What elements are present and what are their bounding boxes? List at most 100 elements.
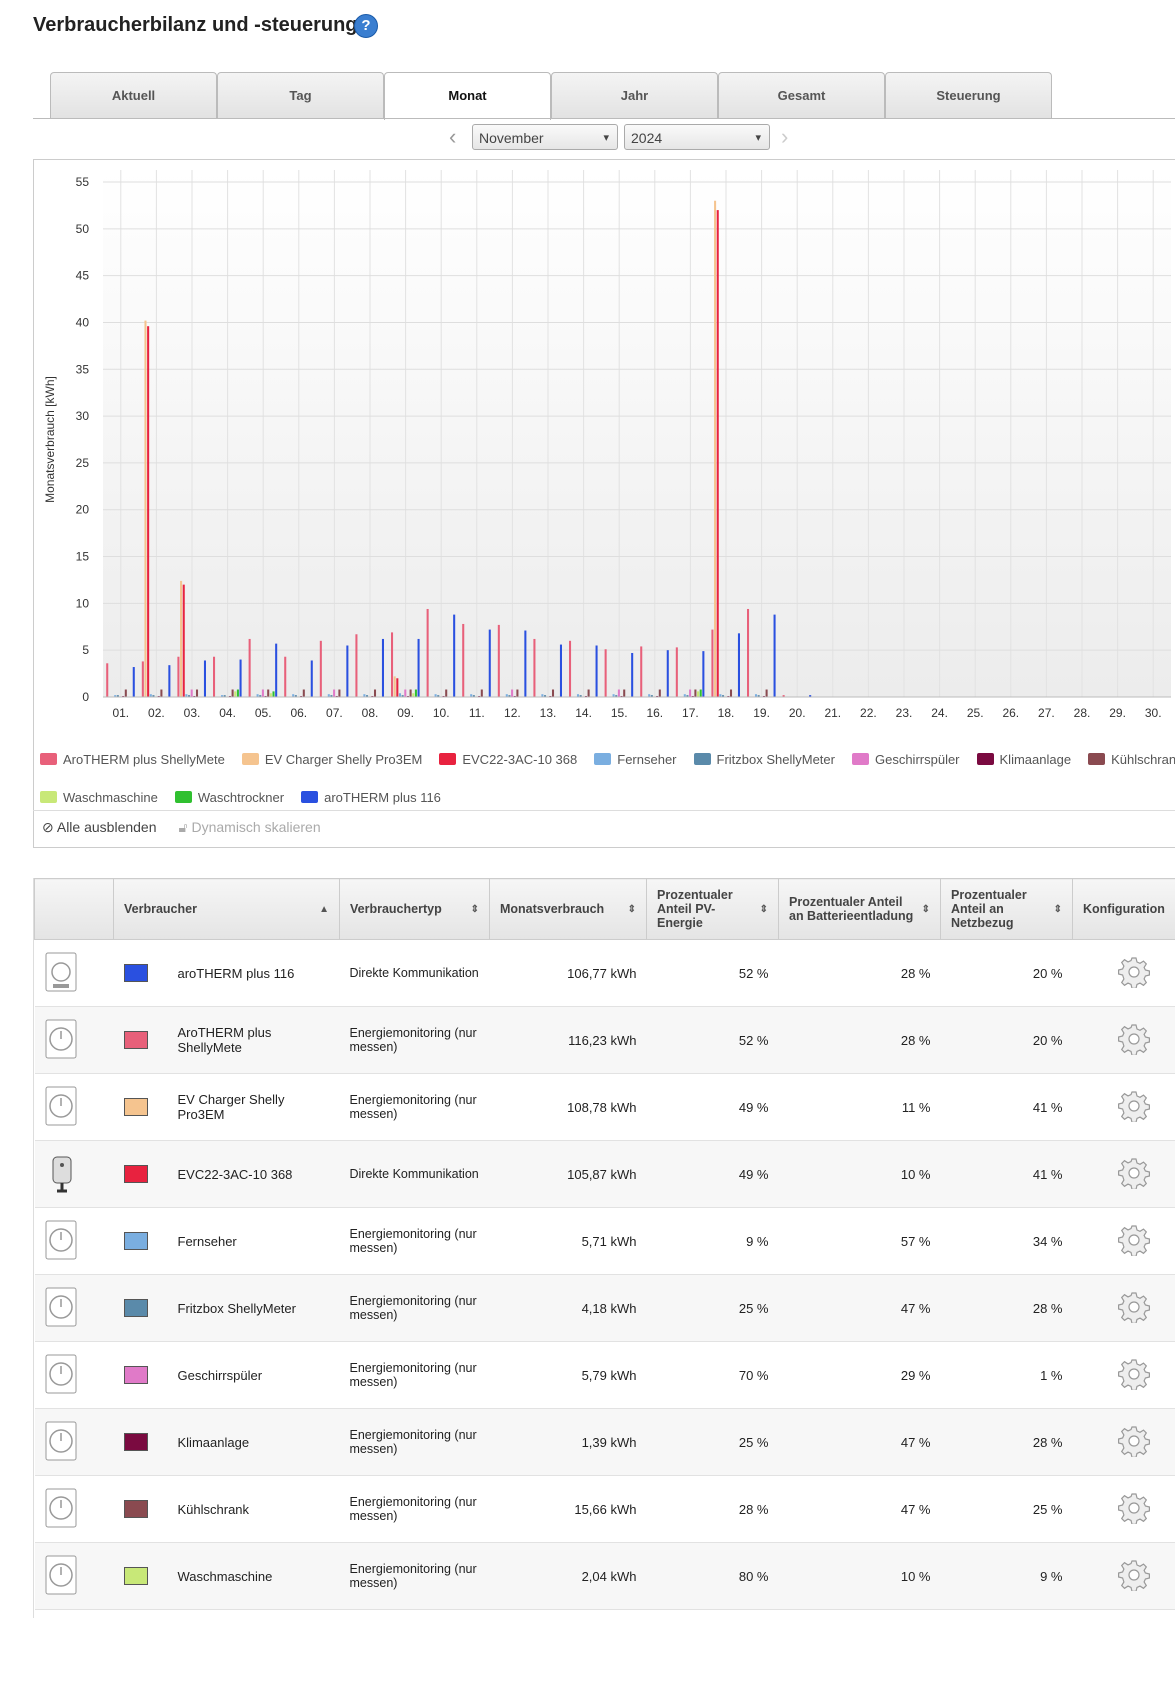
column-header[interactable]: Prozentualer Anteil an Batterieentladung…: [778, 878, 941, 940]
legend-item[interactable]: Fritzbox ShellyMeter: [693, 750, 835, 768]
legend-label: AroTHERM plus ShellyMete: [63, 751, 225, 767]
config-cell: [1072, 1006, 1175, 1074]
year-select[interactable]: 2024 ▾: [624, 124, 770, 150]
legend-item[interactable]: AroTHERM plus ShellyMete: [40, 750, 225, 768]
config-gear[interactable]: [1117, 1090, 1150, 1123]
plot-background: [103, 170, 1171, 697]
prev-arrow[interactable]: ‹: [449, 124, 457, 149]
header-cell: Konfiguration: [1083, 902, 1175, 916]
grid-share: 25 %: [940, 1475, 1073, 1543]
config-gear[interactable]: [1117, 1358, 1150, 1391]
consumer-type: Direkte Kommunikation: [339, 939, 490, 1007]
grid-share: 1 %: [940, 1341, 1073, 1409]
legend-swatch: [301, 791, 319, 803]
bar: [275, 643, 278, 697]
tab[interactable]: Aktuell: [50, 72, 217, 119]
consumer-name: Fritzbox ShellyMeter: [177, 1300, 296, 1316]
next-arrow[interactable]: ›: [781, 124, 789, 149]
column-header[interactable]: Verbraucher ▲: [113, 878, 340, 940]
bar: [393, 676, 396, 697]
name-cell: aroTHERM plus 116: [113, 939, 340, 1007]
bar: [754, 694, 758, 697]
legend-item[interactable]: Geschirrspüler: [851, 750, 960, 768]
pv-share: 70 %: [646, 1341, 779, 1409]
legend-label: Klimaanlage: [999, 751, 1072, 767]
bar: [686, 695, 689, 697]
header-cell: Verbraucher ▲: [124, 902, 329, 916]
bar: [203, 660, 206, 697]
bar: [404, 689, 407, 697]
sort-icon: ▲: [319, 903, 329, 915]
legend-item[interactable]: Fernseher: [594, 750, 677, 768]
x-tick-label: 10.: [433, 706, 450, 720]
bar: [319, 640, 322, 697]
legend-item[interactable]: EVC22-3AC-10 368: [439, 750, 577, 768]
name-cell: Geschirrspüler: [113, 1341, 340, 1409]
hide-all-button[interactable]: ⊘ Alle ausblenden: [42, 819, 157, 835]
battery-share: 57 %: [778, 1207, 941, 1275]
config-gear[interactable]: [1117, 1425, 1150, 1458]
device-icon-cell: [34, 1207, 114, 1275]
config-gear[interactable]: [1117, 1224, 1150, 1257]
bar: [569, 640, 572, 697]
column-header[interactable]: Monatsverbrauch ⇕: [489, 878, 647, 940]
config-gear[interactable]: [1117, 1559, 1150, 1592]
help-icon[interactable]: ?: [354, 14, 378, 38]
column-header[interactable]: Verbrauchertyp ⇕: [339, 878, 490, 940]
device-icon: [45, 1488, 76, 1527]
monthly-consumption: 5,79 kWh: [489, 1341, 647, 1409]
bar: [809, 695, 812, 697]
tab[interactable]: Tag: [217, 72, 384, 119]
legend-label: Fritzbox ShellyMeter: [716, 751, 835, 767]
config-gear[interactable]: [1117, 1023, 1150, 1056]
consumer-name: EVC22-3AC-10 368: [177, 1166, 293, 1182]
consumer-name: Kühlschrank: [177, 1501, 250, 1517]
config-gear[interactable]: [1117, 1157, 1150, 1190]
column-header[interactable]: Prozentualer Anteil PV-Energie ⇕: [646, 878, 779, 940]
name-cell: Waschtrockner: [113, 1609, 340, 1618]
bar: [355, 634, 358, 697]
consumer-type: Energiemonitoring (nur messen): [339, 1274, 490, 1342]
month-select[interactable]: November ▾: [472, 124, 618, 150]
x-tick-label: 29.: [1109, 706, 1126, 720]
config-gear[interactable]: [1117, 956, 1150, 989]
bar: [716, 210, 719, 697]
y-tick-label: 25: [76, 456, 90, 470]
grid-share: 41 %: [940, 1140, 1073, 1208]
tab[interactable]: Steuerung: [885, 72, 1052, 119]
header-label: Monatsverbrauch: [500, 902, 605, 916]
legend-item[interactable]: Waschtrockner: [174, 788, 284, 806]
config-gear[interactable]: [1117, 1291, 1150, 1324]
legend-item[interactable]: Klimaanlage: [976, 750, 1072, 768]
bar: [333, 689, 336, 697]
bar: [623, 689, 626, 697]
legend-label: EVC22-3AC-10 368: [462, 751, 578, 767]
bar: [234, 691, 237, 697]
y-axis-label: Monatsverbrauch [kWh]: [43, 376, 57, 503]
pv-share: 25 %: [646, 1408, 779, 1476]
tab[interactable]: Gesamt: [718, 72, 885, 119]
legend-item[interactable]: EV Charger Shelly Pro3EM: [241, 750, 422, 768]
bar: [462, 623, 465, 697]
legend-item[interactable]: Waschmaschine: [40, 788, 158, 806]
tab[interactable]: Monat: [384, 72, 551, 120]
consumer-type: Direkte Kommunikation: [339, 1140, 490, 1208]
pv-share: 52 %: [646, 939, 779, 1007]
tab[interactable]: Jahr: [551, 72, 718, 119]
bar: [272, 691, 275, 697]
legend-swatch: [1088, 753, 1106, 765]
x-tick-label: 12.: [504, 706, 521, 720]
consumer-name: aroTHERM plus 116: [177, 965, 295, 981]
sort-icon: ⇕: [759, 903, 768, 915]
x-tick-label: 11.: [469, 706, 485, 720]
bar: [412, 693, 415, 697]
header-label: Prozentualer Anteil PV-Energie: [657, 888, 733, 930]
column-header[interactable]: Prozentualer Anteil an Netzbezug ⇕: [940, 878, 1073, 940]
month-value: November: [479, 130, 544, 146]
config-gear[interactable]: [1117, 1492, 1150, 1525]
legend-item[interactable]: aroTHERM plus 116: [301, 788, 441, 806]
bar: [470, 694, 473, 697]
legend-item[interactable]: Kühlschrank: [1088, 750, 1175, 768]
legend-label: Waschmaschine: [63, 789, 158, 805]
name-cell: Fritzbox ShellyMeter: [113, 1274, 340, 1342]
